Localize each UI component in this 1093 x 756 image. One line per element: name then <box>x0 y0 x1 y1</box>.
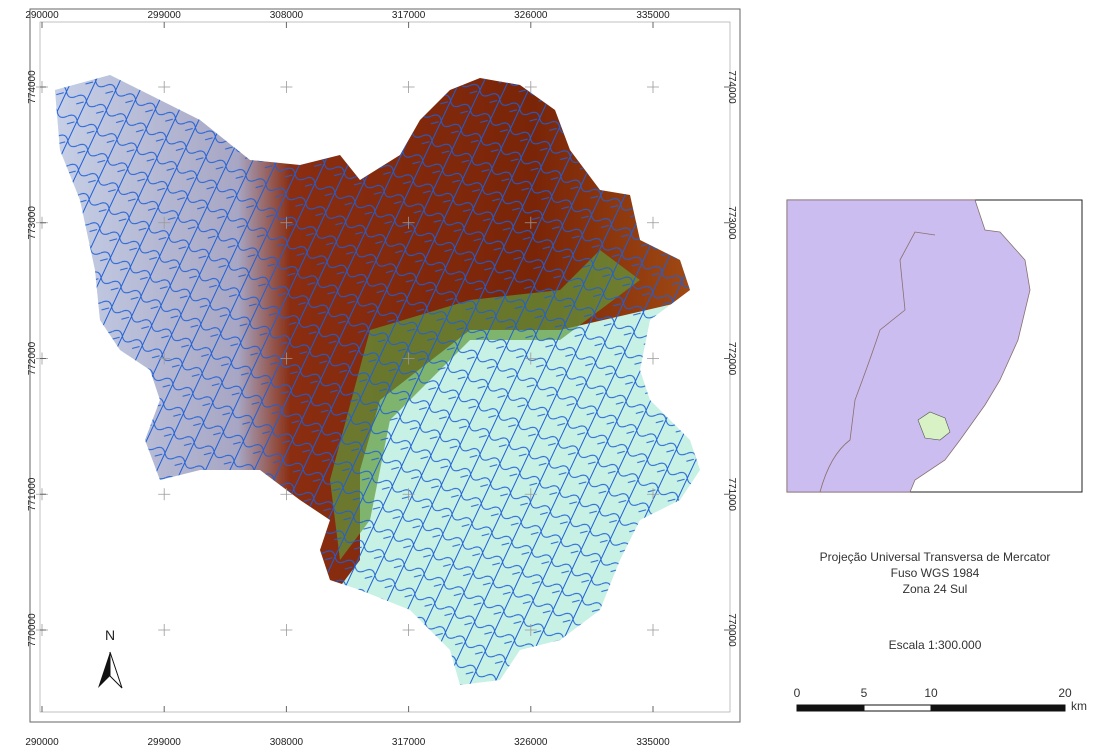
inset-map <box>787 200 1082 492</box>
x-tick-label: 335000 <box>636 737 670 748</box>
scale-label: 0 <box>794 686 801 700</box>
x-tick-label: 317000 <box>392 10 426 21</box>
y-tick-label: 774000 <box>27 70 38 104</box>
page: {"map": { "x_ticks": [290000, 299000, 30… <box>0 0 1093 756</box>
x-tick-label: 290000 <box>25 10 59 21</box>
x-tick-label: 299000 <box>148 10 182 21</box>
y-tick-label: 773000 <box>27 206 38 240</box>
map-layout: 290000 290000 299000 299000 308000 308000 3170… <box>0 0 1093 751</box>
projection-line: Fuso WGS 1984 <box>891 566 980 580</box>
x-tick-label: 308000 <box>270 10 304 21</box>
y-tick-label: 770000 <box>27 613 38 647</box>
y-tick-label: 772000 <box>27 341 38 375</box>
scale-segment <box>864 705 931 711</box>
projection-line: Zona 24 Sul <box>903 582 968 596</box>
x-tick-label: 317000 <box>392 737 426 748</box>
scale-label: 20 <box>1058 686 1072 700</box>
legend: Projeção Universal Transversa de Mercato… <box>794 550 1087 713</box>
projection-line: Projeção Universal Transversa de Mercato… <box>820 550 1051 564</box>
x-tick-label: 335000 <box>636 10 670 21</box>
scale-segment <box>797 705 864 711</box>
scale-unit: km <box>1071 699 1087 713</box>
scale-label: 5 <box>861 686 868 700</box>
north-label: N <box>105 627 115 643</box>
x-tick-label: 326000 <box>514 737 548 748</box>
scale-segment <box>931 705 1065 711</box>
x-tick-label: 308000 <box>270 737 304 748</box>
scale-label: 10 <box>924 686 938 700</box>
y-tick-label: 771000 <box>27 477 38 511</box>
x-tick-label: 326000 <box>514 10 548 21</box>
x-tick-label: 299000 <box>148 737 182 748</box>
x-tick-label: 290000 <box>25 737 59 748</box>
scale-text: Escala 1:300.000 <box>889 638 982 652</box>
